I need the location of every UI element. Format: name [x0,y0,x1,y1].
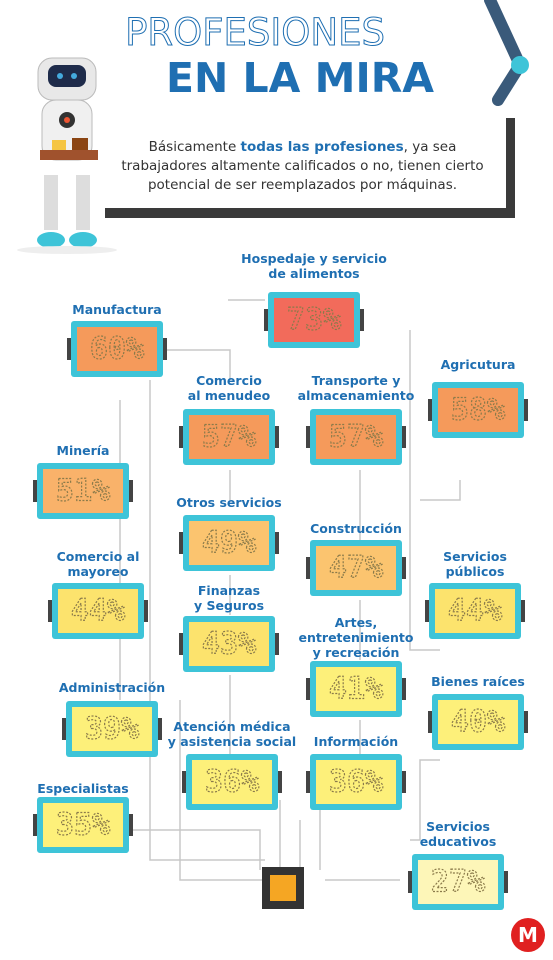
arm-joint [511,56,529,74]
item-value: 44% [71,594,125,629]
box-screen [274,298,354,342]
box-screen [418,860,498,904]
logo [511,918,545,952]
box-screen [189,622,269,666]
item-value: 36% [205,765,259,800]
item-value: 73% [287,303,341,338]
box-screen [189,415,269,459]
item-value: 36% [329,765,383,800]
item-label: y asistencia social [168,734,296,749]
box-screen [43,469,123,513]
item-value: 57% [329,420,383,455]
item-label: Servicios [426,819,490,834]
item-label: de alimentos [268,266,359,281]
item-label: mayoreo [67,564,128,579]
robot [17,57,117,254]
item-label: almacenamiento [298,388,415,403]
item-label: Otros servicios [176,495,281,510]
item-label: Construcción [310,521,402,536]
robot-arm [484,0,527,106]
logo-letter: M [518,923,538,947]
item-value: 27% [431,865,485,900]
title-line-1: PROFESIONES [125,11,385,54]
intro-box [98,118,506,208]
intro-part: , ya sea trabajadores altamente califica… [121,139,484,193]
item-label: educativos [420,834,497,849]
box-screen [438,388,518,432]
item-label: Servicios [443,549,507,564]
item-label: Comercio [196,373,262,388]
item-value: 58% [451,393,505,428]
item-value: 41% [329,672,383,707]
box-screen [72,707,152,751]
item-label: Manufactura [72,302,161,317]
intro-emphasis: todas las profesiones [240,139,404,155]
intro-text: Básicamente todas las profesiones, ya se… [110,138,495,195]
box-screen [43,803,123,847]
item-label: y Seguros [194,598,264,613]
box-screen [438,700,518,744]
item-label: Comercio al [57,549,140,564]
box-screen [435,589,515,633]
box-screen [316,667,396,711]
chip [262,867,304,909]
item-value: 60% [90,332,144,367]
item-value: 51% [56,474,110,509]
item-label: Especialistas [37,781,128,796]
box-screen [189,521,269,565]
item-value: 57% [202,420,256,455]
box-screen [316,546,396,590]
item-label: Administración [59,680,165,695]
item-label: Atención médica [173,719,290,734]
item-label: Minería [57,443,110,458]
item-value: 49% [202,526,256,561]
box-screen [77,327,157,371]
item-label: públicos [446,564,505,579]
item-label: Transporte y [312,373,401,388]
box-screen [58,589,138,633]
box-screen [316,760,396,804]
item-label: entretenimiento [299,630,414,645]
item-value: 44% [448,594,502,629]
intro-part: Básicamente [148,139,241,155]
item-label: Información [314,734,398,749]
item-value: 35% [56,808,110,843]
item-label: y recreación [313,645,400,660]
item-label: Finanzas [198,583,260,598]
item-label: Bienes raíces [431,674,525,689]
circuit-lines [119,299,461,881]
item-value: 43% [202,627,256,662]
item-label: Hospedaje y servicio [241,251,387,266]
item-value: 40% [451,705,505,740]
item-label: Agricutura [441,357,516,372]
item-value: 39% [85,712,139,747]
title-line-2: EN LA MIRA [166,54,434,102]
item-value: 47% [329,551,383,586]
box-screen [192,760,272,804]
item-label: Artes, [335,615,377,630]
box-screen [316,415,396,459]
item-label: al menudeo [188,388,271,403]
